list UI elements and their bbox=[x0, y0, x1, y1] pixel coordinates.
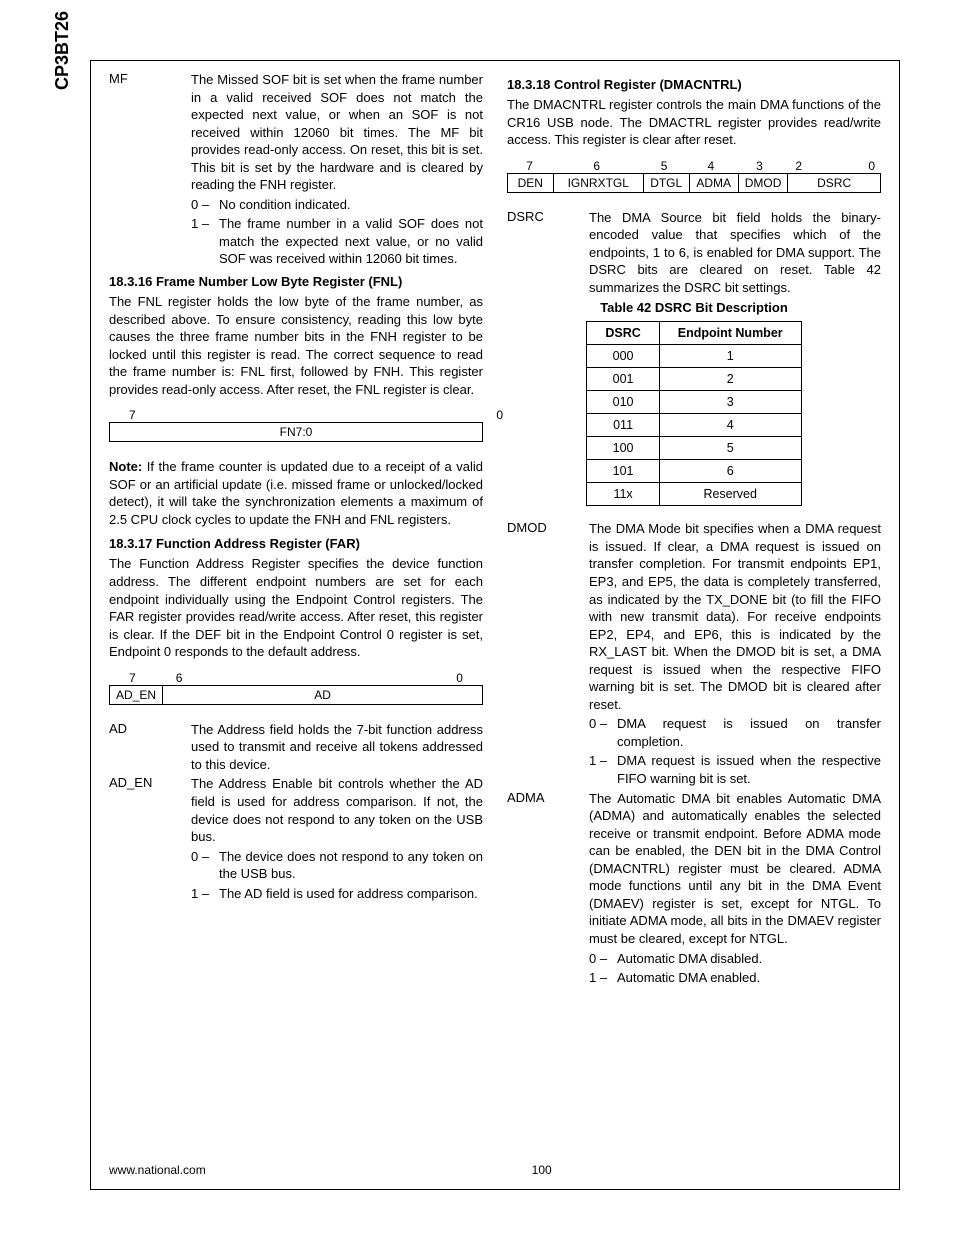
content-frame: MF The Missed SOF bit is set when the fr… bbox=[90, 60, 900, 1190]
mf-key: MF bbox=[109, 71, 191, 194]
mf-text: The Missed SOF bit is set when the frame… bbox=[191, 71, 483, 194]
footer-url: www.national.com bbox=[109, 1163, 206, 1177]
columns: MF The Missed SOF bit is set when the fr… bbox=[109, 71, 881, 1146]
aden-def: AD_EN The Address Enable bit controls wh… bbox=[109, 775, 483, 845]
adma-def: ADMA The Automatic DMA bit enables Autom… bbox=[507, 790, 881, 948]
dsrc-def: DSRC The DMA Source bit field holds the … bbox=[507, 209, 881, 297]
mf-sublist: 0 –No condition indicated. 1 –The frame … bbox=[191, 196, 483, 268]
s18-para: The DMACNTRL register controls the main … bbox=[507, 96, 881, 149]
footer: www.national.com 100 . bbox=[109, 1163, 881, 1177]
fnl-bitfig: 7 0 FN7:0 bbox=[109, 408, 483, 442]
ad-def: AD The Address field holds the 7-bit fun… bbox=[109, 721, 483, 774]
mf-def: MF The Missed SOF bit is set when the fr… bbox=[109, 71, 483, 194]
page: CP3BT26 MF The Missed SOF bit is set whe… bbox=[0, 0, 954, 1235]
footer-page: 100 bbox=[532, 1163, 552, 1177]
s18-title: 18.3.18 Control Register (DMACNTRL) bbox=[507, 77, 881, 92]
s17-title: 18.3.17 Function Address Register (FAR) bbox=[109, 536, 483, 551]
table42: DSRCEndpoint Number 0001 0012 0103 0114 … bbox=[586, 321, 801, 506]
s16-title: 18.3.16 Frame Number Low Byte Register (… bbox=[109, 274, 483, 289]
s16-note: Note: If the frame counter is updated du… bbox=[109, 458, 483, 528]
s17-para: The Function Address Register specifies … bbox=[109, 555, 483, 660]
dmod-def: DMOD The DMA Mode bit specifies when a D… bbox=[507, 520, 881, 713]
dmacntrl-bitfig: 7 6 5 4 3 2 0 DEN IGNRXTGL DTGL ADMA DMO… bbox=[507, 159, 881, 193]
s16-para: The FNL register holds the low byte of t… bbox=[109, 293, 483, 398]
side-label: CP3BT26 bbox=[52, 11, 73, 90]
table42-caption: Table 42 DSRC Bit Description bbox=[507, 300, 881, 315]
far-bitfig: 7 6 0 AD_EN AD bbox=[109, 671, 483, 705]
